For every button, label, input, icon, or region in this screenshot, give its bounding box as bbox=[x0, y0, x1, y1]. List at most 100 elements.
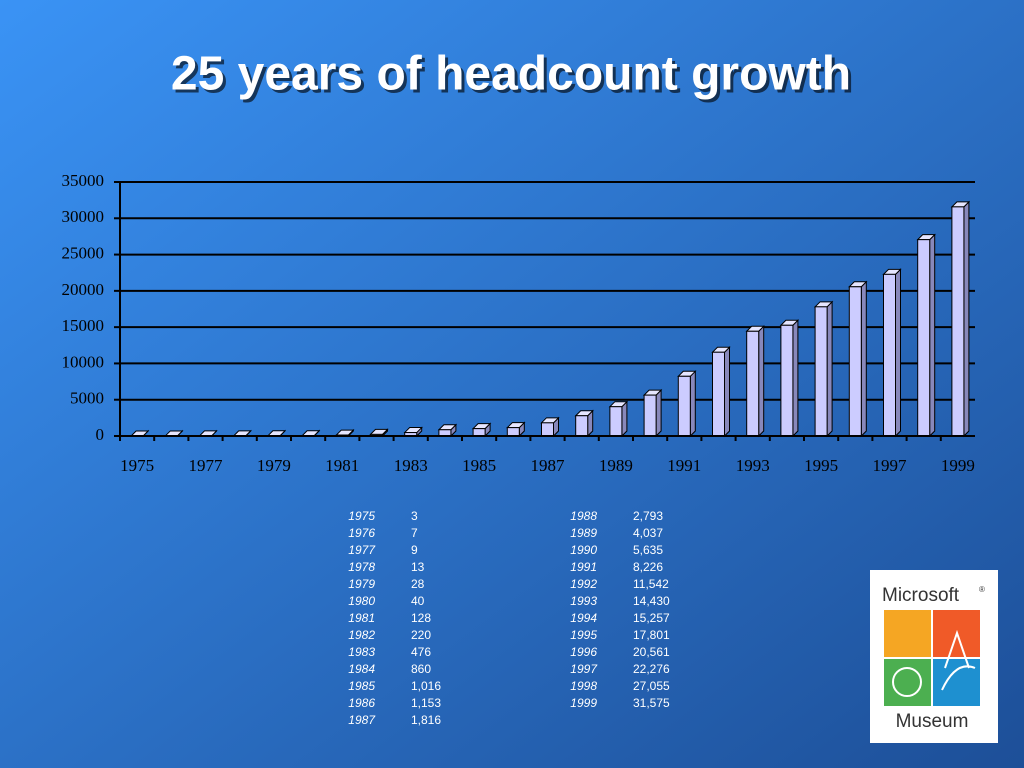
logo: Microsoft ® Museum bbox=[870, 570, 998, 743]
y-tick-label: 5000 bbox=[70, 389, 104, 408]
x-tick-label: 1975 bbox=[120, 456, 154, 475]
table-value: 4,037 bbox=[633, 526, 663, 540]
x-tick-label: 1991 bbox=[667, 456, 701, 475]
table-value: 220 bbox=[411, 628, 431, 642]
table-value: 9 bbox=[411, 543, 418, 557]
bar bbox=[917, 239, 931, 437]
bar-side bbox=[895, 268, 901, 438]
table-year: 1999 bbox=[570, 696, 597, 710]
table-year: 1986 bbox=[348, 696, 375, 710]
x-tick-label: 1985 bbox=[462, 456, 496, 475]
logo-square bbox=[884, 659, 931, 706]
x-tick-label: 1977 bbox=[189, 456, 224, 475]
table-year: 1995 bbox=[570, 628, 597, 642]
bar bbox=[575, 415, 589, 437]
bar bbox=[848, 286, 862, 437]
table-value: 476 bbox=[411, 645, 431, 659]
table-value: 860 bbox=[411, 662, 431, 676]
bar-side bbox=[792, 319, 799, 438]
y-tick-label: 35000 bbox=[62, 171, 105, 190]
bar-side bbox=[621, 400, 628, 438]
table-year: 1988 bbox=[570, 509, 597, 523]
logo-registered: ® bbox=[979, 585, 985, 594]
table-value: 5,635 bbox=[633, 543, 663, 557]
bar-side bbox=[758, 325, 765, 438]
table-year: 1996 bbox=[570, 645, 597, 659]
table-value: 8,226 bbox=[633, 560, 663, 574]
table-year: 1979 bbox=[348, 577, 375, 591]
table-year: 1992 bbox=[570, 577, 597, 591]
bar-side bbox=[655, 388, 662, 438]
bar bbox=[609, 406, 623, 437]
bar bbox=[746, 330, 760, 437]
table-value: 15,257 bbox=[633, 611, 670, 625]
table-year: 1994 bbox=[570, 611, 597, 625]
table-year: 1985 bbox=[348, 679, 375, 693]
bar bbox=[712, 351, 725, 437]
table-value: 14,430 bbox=[633, 594, 670, 608]
table-value: 28 bbox=[411, 577, 425, 591]
bar bbox=[814, 306, 828, 437]
chart-title: 25 years of headcount growth bbox=[171, 48, 851, 101]
table-value: 22,276 bbox=[633, 662, 670, 676]
logo-square bbox=[884, 610, 931, 657]
bar-side bbox=[929, 233, 936, 438]
x-tick-label: 1983 bbox=[394, 456, 428, 475]
x-tick-label: 1997 bbox=[873, 456, 908, 475]
x-tick-label: 1993 bbox=[736, 456, 770, 475]
table-value: 3 bbox=[411, 509, 418, 523]
table-value: 128 bbox=[411, 611, 431, 625]
table-value: 1,816 bbox=[411, 713, 441, 727]
table-value: 31,575 bbox=[633, 696, 670, 710]
y-tick-label: 10000 bbox=[62, 352, 105, 371]
bar bbox=[883, 273, 896, 437]
bar-side bbox=[826, 300, 833, 438]
table-value: 7 bbox=[411, 526, 418, 540]
table-value: 13 bbox=[411, 560, 425, 574]
y-tick-label: 15000 bbox=[62, 316, 105, 335]
table-year: 1989 bbox=[570, 526, 597, 540]
y-tick-label: 30000 bbox=[62, 207, 105, 226]
table-value: 17,801 bbox=[633, 628, 670, 642]
logo-bottom: Museum bbox=[896, 711, 969, 732]
bar-side bbox=[689, 370, 696, 438]
logo-icon bbox=[941, 629, 976, 691]
table-year: 1991 bbox=[570, 560, 597, 574]
table-year: 1993 bbox=[570, 594, 597, 608]
table-value: 2,793 bbox=[633, 509, 663, 523]
bar-side bbox=[860, 280, 867, 438]
table-value: 1,016 bbox=[411, 679, 441, 693]
table-year: 1981 bbox=[348, 611, 375, 625]
table-year: 1987 bbox=[348, 713, 376, 727]
bar bbox=[677, 375, 691, 437]
table-value: 1,153 bbox=[411, 696, 441, 710]
bar bbox=[541, 422, 554, 437]
bar bbox=[951, 206, 965, 437]
x-tick-label: 1995 bbox=[804, 456, 838, 475]
table-year: 1990 bbox=[570, 543, 597, 557]
table-year: 1997 bbox=[570, 662, 598, 676]
table-value: 27,055 bbox=[633, 679, 670, 693]
table-year: 1982 bbox=[348, 628, 375, 642]
bar-side bbox=[724, 346, 730, 438]
chart-title-shadow: 25 years of headcount growth bbox=[174, 51, 854, 104]
bar bbox=[506, 427, 520, 437]
table-value: 40 bbox=[411, 594, 425, 608]
logo-square bbox=[933, 659, 980, 706]
table-year: 1980 bbox=[348, 594, 375, 608]
table-value: 11,542 bbox=[633, 577, 669, 591]
bar-side bbox=[963, 200, 970, 438]
bar bbox=[472, 428, 486, 437]
table-year: 1983 bbox=[348, 645, 375, 659]
logo-disc bbox=[892, 667, 922, 697]
logo-top: Microsoft bbox=[882, 585, 960, 606]
table-year: 1984 bbox=[348, 662, 375, 676]
x-tick-label: 1987 bbox=[531, 456, 566, 475]
bar bbox=[643, 394, 657, 437]
table-year: 1978 bbox=[348, 560, 375, 574]
table-year: 1975 bbox=[348, 509, 375, 523]
y-tick-label: 25000 bbox=[62, 243, 105, 262]
y-tick-label: 0 bbox=[96, 425, 105, 444]
